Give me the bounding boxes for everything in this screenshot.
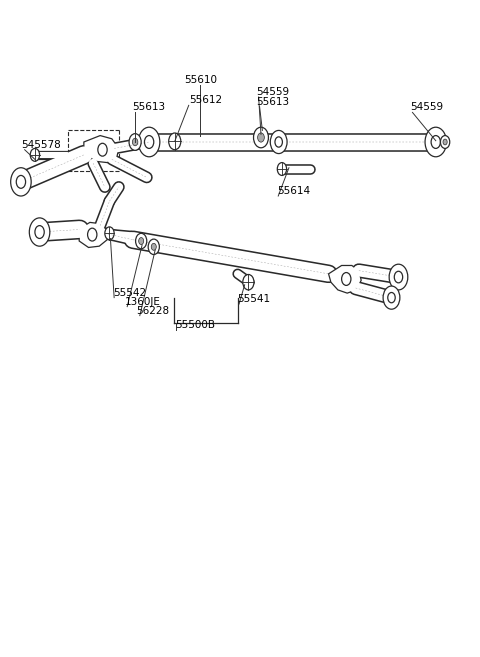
Text: 54559: 54559: [256, 87, 289, 97]
Circle shape: [383, 286, 400, 309]
Circle shape: [129, 133, 141, 150]
Text: 56228: 56228: [136, 306, 169, 315]
Circle shape: [29, 218, 50, 246]
Text: 55612: 55612: [189, 95, 222, 105]
Circle shape: [253, 127, 268, 148]
Polygon shape: [84, 135, 119, 162]
Text: 55500B: 55500B: [175, 320, 215, 330]
Circle shape: [258, 133, 264, 142]
Circle shape: [441, 135, 450, 148]
Circle shape: [243, 275, 254, 290]
Circle shape: [443, 139, 447, 145]
Circle shape: [135, 233, 147, 249]
Circle shape: [11, 168, 31, 196]
Circle shape: [139, 238, 144, 244]
Circle shape: [425, 127, 446, 157]
Polygon shape: [79, 222, 107, 248]
Circle shape: [30, 148, 39, 161]
Text: 55614: 55614: [277, 186, 311, 196]
Circle shape: [105, 227, 114, 240]
Text: 55542: 55542: [113, 288, 146, 298]
Text: 55610: 55610: [184, 76, 217, 85]
Text: 55541: 55541: [238, 294, 271, 304]
Polygon shape: [329, 265, 361, 293]
Text: 1360JE: 1360JE: [125, 296, 161, 307]
Circle shape: [138, 127, 160, 157]
Circle shape: [277, 162, 287, 175]
Circle shape: [151, 243, 156, 250]
Circle shape: [148, 239, 159, 254]
Text: 54559: 54559: [410, 102, 443, 112]
Circle shape: [270, 131, 287, 154]
Text: 55613: 55613: [132, 102, 165, 112]
Circle shape: [389, 264, 408, 290]
Text: 545578: 545578: [21, 140, 60, 150]
Circle shape: [168, 133, 181, 150]
Circle shape: [132, 138, 138, 146]
Text: 55613: 55613: [256, 97, 289, 106]
